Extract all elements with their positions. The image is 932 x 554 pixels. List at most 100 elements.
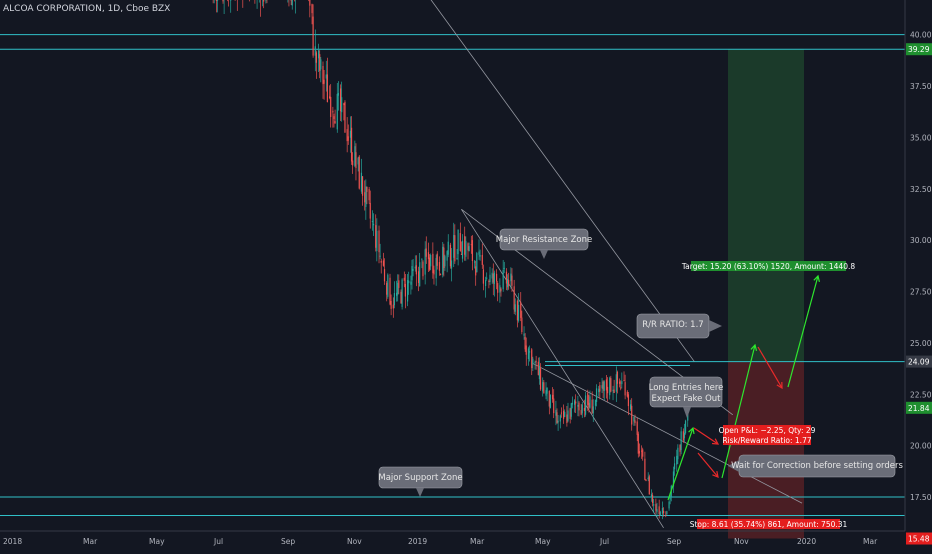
open-pl-label-bg: [723, 425, 811, 445]
candle-body: [656, 509, 658, 512]
time-tick-label: Mar: [83, 537, 98, 546]
candle-body: [659, 511, 661, 516]
candle-body: [642, 449, 644, 457]
long-entries-callout-text: Long Entries here: [649, 383, 724, 393]
candle-body: [383, 269, 386, 282]
candle-body: [312, 16, 314, 56]
stop-label-bg: [697, 519, 840, 529]
candle-body: [595, 388, 598, 403]
candle-body: [543, 382, 545, 394]
candle-body: [397, 282, 399, 295]
candle-body: [486, 277, 488, 279]
candle-body: [687, 413, 689, 421]
candle-body: [432, 253, 434, 274]
candle-body: [631, 405, 633, 425]
candle-body: [389, 277, 391, 305]
price-tag-2409-bg: [906, 355, 932, 368]
candle-body: [580, 410, 582, 415]
candle-body: [314, 46, 316, 56]
support-callout-text: Major Support Zone: [378, 473, 462, 483]
candle-body: [584, 395, 587, 415]
candle-body: [447, 241, 449, 255]
candle-body: [215, 0, 218, 2]
candle-body: [352, 160, 354, 166]
candle-body: [460, 253, 463, 255]
candle-body: [320, 59, 322, 70]
candle-body: [605, 379, 608, 391]
candle-body: [542, 382, 544, 392]
time-tick-label: Sep: [667, 537, 681, 546]
candle-body: [592, 406, 594, 414]
candle-body: [680, 431, 682, 451]
candle-body: [587, 393, 589, 405]
candle-body: [645, 480, 647, 482]
candle-body: [516, 300, 519, 321]
green-arrow-3-head: [813, 274, 820, 282]
candle-body: [569, 408, 571, 419]
candle-body: [347, 136, 349, 141]
candle-body: [414, 266, 416, 269]
resistance-callout: Major Resistance Zone: [496, 228, 592, 259]
candle-body: [365, 186, 367, 207]
candle-body: [222, 0, 224, 2]
candle-body: [495, 273, 498, 282]
time-tick-label: Nov: [734, 537, 749, 546]
candle-body: [524, 336, 526, 350]
candle-body: [386, 282, 388, 295]
candle-body: [392, 304, 394, 309]
candle-body: [419, 262, 421, 287]
candle-body: [364, 192, 366, 203]
candle-body: [655, 504, 657, 511]
candle-body: [503, 267, 505, 269]
price-tick-label: 25.00: [910, 339, 932, 348]
candle-body: [612, 389, 614, 391]
candle-body: [333, 116, 335, 120]
candle-body: [641, 450, 643, 452]
candle-body: [464, 236, 466, 255]
candle-body: [679, 444, 681, 452]
price-tick-label: 22.50: [910, 390, 932, 399]
candle-body: [589, 396, 591, 408]
support-callout: Major Support Zone: [378, 466, 463, 497]
rr-callout-text: R/R RATIO: 1.7: [642, 320, 703, 330]
candle-body: [521, 317, 523, 333]
red-arrow-1: [693, 427, 719, 445]
candle-body: [436, 253, 438, 266]
candle-body: [535, 361, 537, 363]
candle-body: [500, 288, 502, 292]
candle-body: [378, 230, 380, 253]
candle-body: [468, 246, 470, 252]
price-tick-label: 27.50: [910, 288, 932, 297]
target-label-text: Target: 15.20 (63.10%) 1520, Amount: 144…: [681, 262, 856, 271]
candle-body: [390, 300, 392, 309]
candle-body: [557, 420, 559, 423]
candle-body: [638, 451, 641, 454]
candle-body: [355, 152, 357, 169]
red-arrow-3-head: [776, 381, 783, 390]
candle-body: [323, 79, 325, 84]
candle-body: [610, 378, 612, 392]
candle-body: [601, 385, 603, 389]
candle-body: [613, 389, 615, 394]
time-tick-label: Mar: [470, 537, 485, 546]
candle-body: [491, 272, 493, 279]
candle-body: [651, 495, 654, 503]
time-tick-label: May: [149, 537, 165, 546]
candle-body: [263, 0, 265, 2]
candle-body: [427, 252, 430, 260]
candle-body: [369, 202, 371, 219]
candle-body: [346, 129, 348, 142]
time-tick-label: 2019: [408, 537, 427, 546]
candle-body: [528, 351, 531, 353]
candle-body: [354, 146, 356, 166]
candle-body: [538, 365, 541, 380]
candle-body: [562, 410, 565, 419]
open-pl-label-text: Open P&L: −2.25, Qty: 29: [719, 426, 816, 435]
candle-body: [672, 471, 675, 487]
candle-body: [456, 257, 458, 259]
candle-body: [387, 274, 389, 297]
candle-body: [531, 349, 533, 369]
